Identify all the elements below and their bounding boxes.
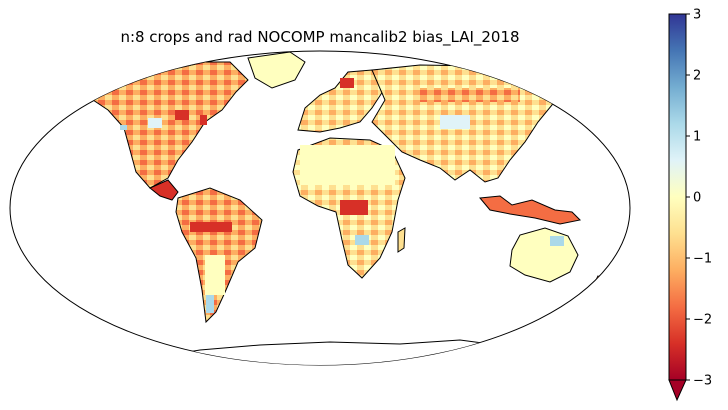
colorbar-tick-label: −2 xyxy=(693,313,712,328)
colorbar-tick-label: 2 xyxy=(693,69,701,84)
colorbar-tick-label: −1 xyxy=(693,252,712,267)
colorbar-gradient xyxy=(668,13,687,381)
island-greenland xyxy=(247,51,306,89)
colorbar-extend-min-arrow xyxy=(668,379,687,402)
colorbar-ticks: 3 2 1 0 −1 −2 −3 xyxy=(686,8,712,389)
colorbar-tick-label: 3 xyxy=(693,8,701,23)
islands-southeast-asia xyxy=(479,195,582,225)
colorbar-tick-label: 0 xyxy=(693,191,701,206)
continent-central-america xyxy=(149,179,179,201)
map-title: n:8 crops and rad NOCOMP mancalib2 bias_… xyxy=(120,28,520,46)
island-madagascar xyxy=(397,227,406,253)
colorbar-tick-label: 1 xyxy=(693,130,701,145)
colorbar: 3 2 1 0 −1 −2 −3 xyxy=(668,8,712,402)
colorbar-tick-label: −3 xyxy=(693,374,712,389)
